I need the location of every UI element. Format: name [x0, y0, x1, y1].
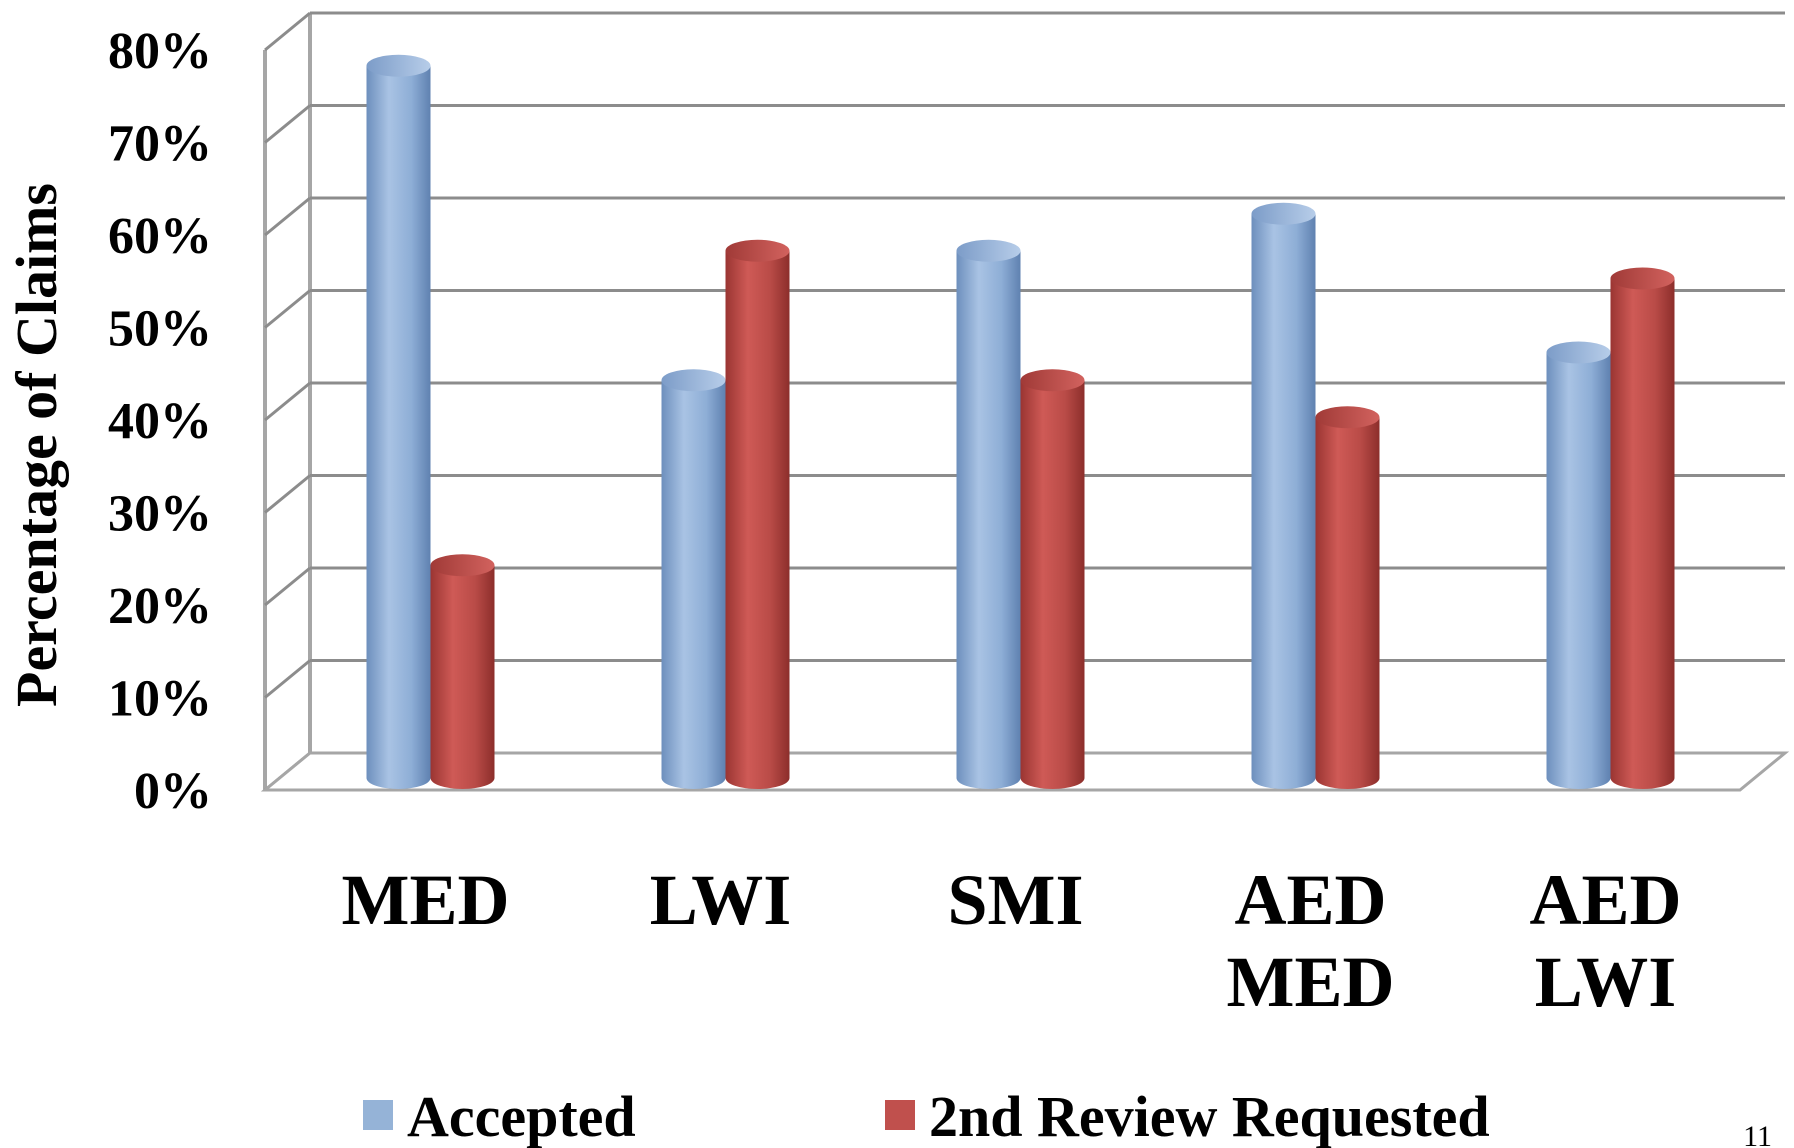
y-tick-label: 80%	[108, 23, 212, 80]
y-tick-label: 50%	[108, 301, 212, 358]
y-tick-label: 40%	[108, 393, 212, 450]
bar-top	[725, 239, 790, 262]
bar-top	[430, 554, 495, 577]
bar-accepted-3	[1251, 202, 1316, 789]
page-number: 11	[1743, 1120, 1772, 1148]
bar-top	[1546, 341, 1611, 364]
gridline-side	[264, 659, 311, 699]
bar-top	[366, 54, 431, 77]
bar-accepted-0	[366, 54, 431, 789]
gridline-side	[264, 566, 311, 607]
x-tick-label: MED	[342, 860, 510, 940]
x-axis-labels: MED LWI SMI AED MED AED LWI	[342, 860, 1682, 1022]
gridline-side	[264, 474, 311, 514]
y-tick-label: 30%	[108, 486, 212, 543]
gridline-side	[264, 104, 311, 144]
y-tick-label: 10%	[108, 671, 212, 728]
legend-item: Accepted	[363, 1084, 636, 1148]
x-tick-label: AED LWI	[1529, 860, 1681, 1022]
y-tick-label: 20%	[108, 578, 212, 635]
legend-label: 2nd Review Requested	[929, 1084, 1490, 1148]
y-axis-title: Percentage of Claims	[4, 183, 69, 707]
y-axis-ticks: 0% 10% 20% 30% 40% 50% 60% 70% 80%	[108, 23, 212, 820]
bar-review-1	[725, 239, 790, 789]
gridline-side	[264, 289, 311, 329]
bar-accepted-2	[956, 239, 1021, 789]
legend-swatch	[885, 1100, 915, 1130]
bar-body	[1610, 278, 1675, 789]
x-tick-label: SMI	[947, 860, 1083, 940]
bar-body	[725, 250, 790, 789]
bar-accepted-1	[661, 369, 726, 789]
bar-review-3	[1315, 406, 1380, 789]
bar-body	[1546, 352, 1611, 789]
bar-body	[1020, 380, 1085, 789]
x-tick-label: LWI	[650, 860, 791, 940]
legend: Accepted 2nd Review Requested	[363, 1084, 1490, 1148]
bar-top	[956, 239, 1021, 262]
y-tick-label: 70%	[108, 116, 212, 173]
bar-top	[1315, 406, 1380, 429]
bar-top	[1251, 202, 1316, 225]
gridline-side	[264, 196, 311, 237]
bar-accepted-4	[1546, 341, 1611, 789]
bar-body	[956, 250, 1021, 789]
bar-review-2	[1020, 369, 1085, 789]
bar-top	[1020, 369, 1085, 392]
gridline-side	[264, 11, 311, 52]
bar-body	[661, 380, 726, 789]
bar-top	[661, 369, 726, 392]
bar-review-0	[430, 554, 495, 789]
legend-item: 2nd Review Requested	[885, 1084, 1490, 1148]
bar-body	[430, 565, 495, 789]
legend-swatch	[363, 1100, 393, 1130]
bar-review-4	[1610, 267, 1675, 789]
x-tick-label: AED MED	[1227, 860, 1395, 1022]
bar-body	[1251, 213, 1316, 789]
legend-label: Accepted	[407, 1084, 636, 1148]
gridline-side	[264, 381, 311, 422]
bar-body	[1315, 417, 1380, 789]
y-tick-label: 0%	[134, 763, 212, 820]
bar-top	[1610, 267, 1675, 290]
bars-layer	[366, 54, 1675, 789]
y-tick-label: 60%	[108, 208, 212, 265]
bar-body	[366, 65, 431, 789]
